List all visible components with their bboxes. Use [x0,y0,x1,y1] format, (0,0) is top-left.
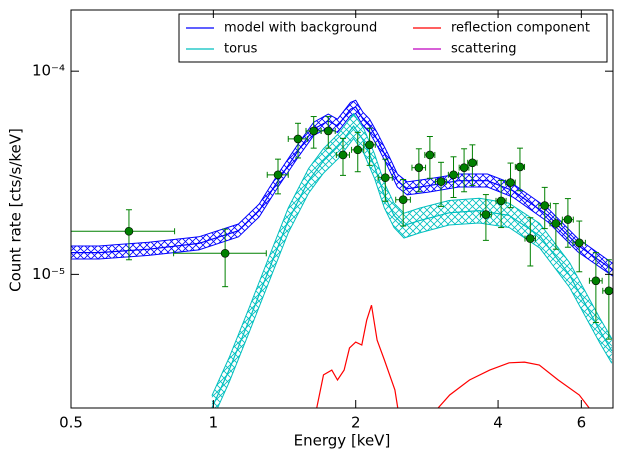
data-point [449,170,458,180]
data-point [425,150,435,160]
data-point [591,276,601,286]
legend: model with background torus reflection com… [178,13,608,63]
data-point [323,126,333,136]
y-tick-label: 10⁻⁵ [32,265,65,283]
plot-area [71,99,613,408]
x-tick-label: 6 [577,414,587,432]
data-point [293,134,303,144]
data-point [273,170,283,180]
data-point [414,163,424,172]
x-tick-label: 4 [493,414,503,432]
data-point [124,226,134,236]
x-tick-label: 0.5 [59,414,83,432]
data-point [506,178,515,187]
x-tick-label: 2 [351,414,361,432]
data-point [515,162,525,172]
legend-label: scattering [451,42,517,57]
data-point [398,195,408,205]
data-point [540,201,550,210]
data-point [220,248,230,258]
data-point [604,286,613,296]
band-edge [211,112,613,396]
band-fill [211,113,612,408]
series-line [211,124,613,408]
x-tick-label: 1 [209,414,219,432]
legend-box [178,13,608,63]
data-point [496,196,506,206]
data-point [309,126,318,136]
x-axis-label: Energy [keV] [294,432,391,450]
data-point [563,215,573,224]
data-point [365,140,374,150]
series-line [316,305,590,408]
legend-label: torus [224,42,258,57]
data-point [526,234,535,243]
y-tick-label: 10⁻⁴ [32,62,65,80]
data-point [353,145,363,155]
data-point [481,210,491,219]
data-point [381,173,390,183]
data-point [574,238,584,248]
axes-frame [70,9,614,409]
data-point [551,219,561,228]
band-edge [71,112,613,277]
y-axis-label: Count rate [cts/s/keV] [7,128,25,292]
band-fill [71,100,613,277]
data-point [338,150,348,160]
legend-label: reflection component [451,21,590,36]
band-edge [216,137,613,408]
data-point [436,177,446,186]
legend-label: model with background [224,21,377,36]
data-point [468,158,477,168]
band-edge [71,99,613,265]
series-line [71,106,613,271]
data-point [459,163,469,172]
